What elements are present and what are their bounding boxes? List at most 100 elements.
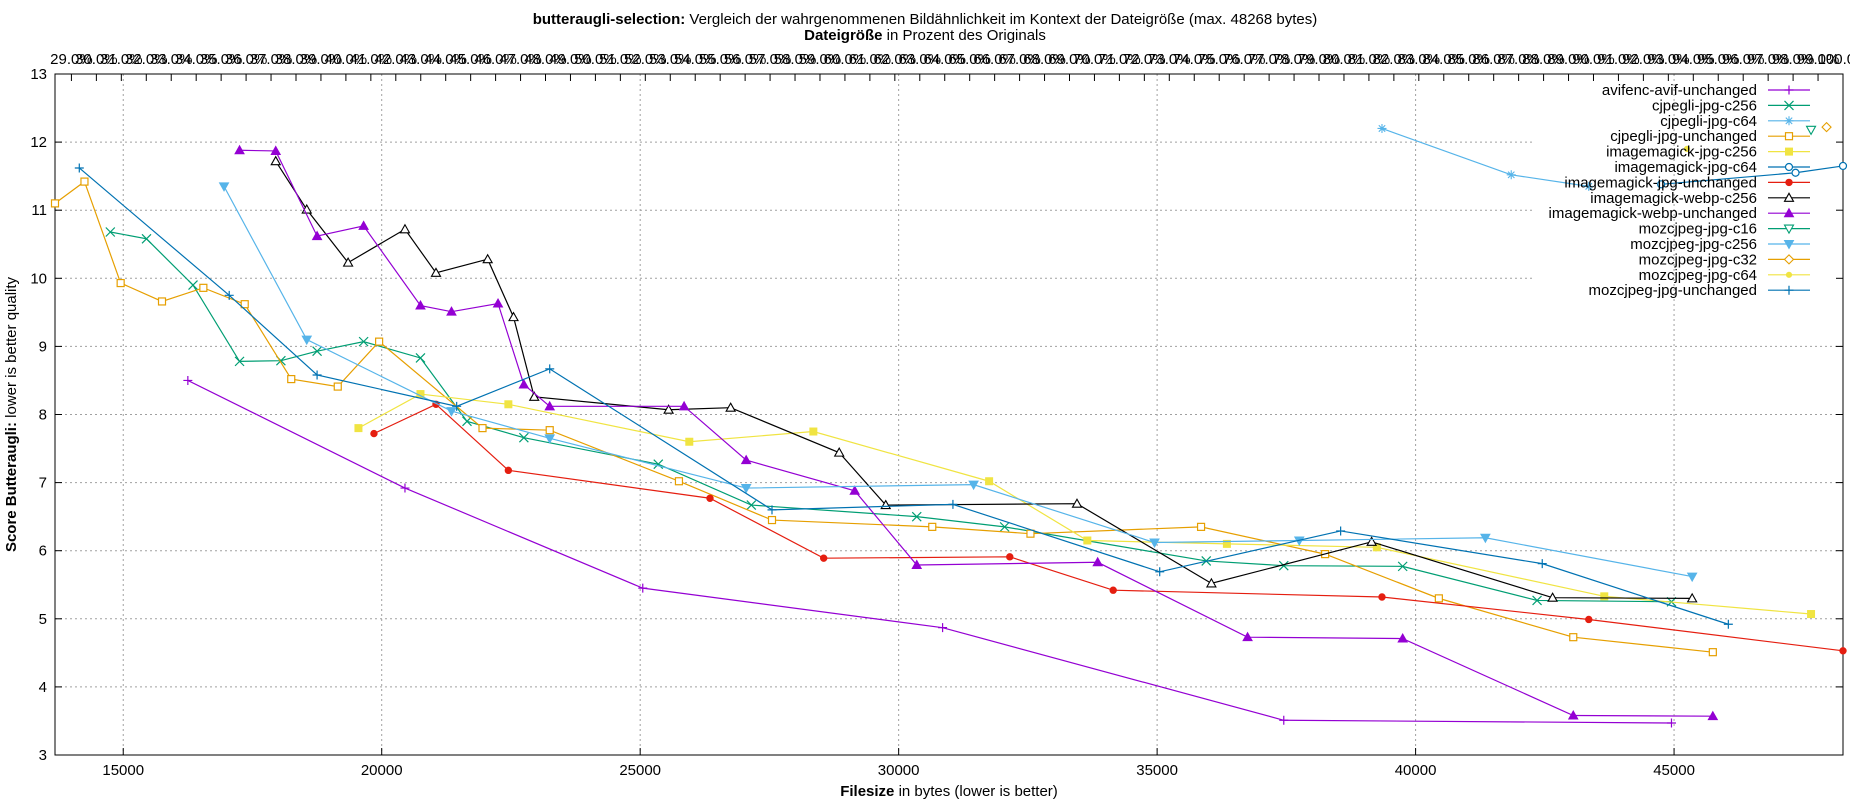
top-tick-label: 61.0% [849,51,892,68]
data-point [911,511,922,522]
data-point [678,400,690,411]
chart-title-rest: Vergleich der wahrgenommenen Bildähnlich… [685,11,1318,28]
legend-label: cjpegli-jpg-c256 [1652,97,1757,114]
data-point [518,379,530,389]
top-tick-label: 94.0% [1672,51,1715,68]
data-point [1784,116,1794,126]
top-tick-label: 95.0% [1697,51,1740,68]
data-point [948,499,958,509]
data-point [1784,85,1794,95]
top-tick-label: 57.0% [749,51,792,68]
data-point [1071,498,1083,508]
legend-item: mozcjpeg-jpg-unchanged [1589,282,1810,299]
data-point [746,500,757,510]
top-tick-label: 99.0% [1797,51,1840,68]
data-point [545,426,554,435]
data-point [1222,539,1231,548]
y-tick-label: 9 [39,338,47,355]
series-cjpegli-jpg-unchanged [50,177,1717,657]
data-point [911,559,923,570]
data-point [1686,572,1698,583]
top-tick-label: 80.0% [1323,51,1366,68]
top-tick-label: 32.0% [125,51,168,68]
grid-lines [55,74,1843,755]
data-point [1805,125,1817,136]
top-tick-label: 55.0% [699,51,742,68]
data-point [1155,567,1165,577]
top-tick-label: 30.0% [75,51,118,68]
data-point [1397,633,1409,643]
data-point [234,356,245,367]
data-point [504,400,513,409]
top-tick-label: 59.0% [799,51,842,68]
data-point [375,337,384,346]
y-tick-label: 12 [30,134,47,151]
data-point [1366,536,1378,546]
top-tick-label: 100.0% [1818,51,1850,68]
series-avifenc-avif-unchanged [183,375,1676,728]
data-point [1784,285,1794,295]
data-point [482,253,494,264]
data-point [312,370,322,380]
data-point [819,554,828,562]
top-tick-label: 69.0% [1048,51,1091,68]
data-point [1585,615,1593,624]
legend-item: imagemagick-webp-unchanged [1549,205,1810,222]
data-point [1532,595,1542,606]
top-tick-label: 73.0% [1148,51,1191,68]
y-tick-label: 8 [39,407,47,424]
top-tick-label: 75.0% [1198,51,1241,68]
data-point [767,515,777,525]
data-point [1584,181,1594,191]
top-axis-label: Dateigröße in Prozent des Originals [0,27,1850,44]
data-point [1600,592,1609,601]
legend-item: cjpegli-jpg-unchanged [1610,128,1810,145]
series-line [1381,127,1589,187]
series-cjpegli-jpg-c64 [1377,123,1594,191]
data-point [1784,132,1794,141]
data-point [809,427,818,436]
x-tick-label: 40000 [1395,762,1437,779]
top-tick-label: 43.0% [399,51,442,68]
chart-title-bold: butteraugli-selection: [532,11,686,28]
top-tick-label: 85.0% [1447,51,1490,68]
data-point [311,230,323,241]
series-line [275,160,1693,599]
legend-label: mozcjpeg-jpg-unchanged [1589,282,1757,299]
data-point [985,477,994,486]
data-point [218,182,230,192]
x-axis-label-bold: Filesize [840,783,894,800]
series-imagemagick-jpg-c64 [1657,161,1848,189]
top-tick-label: 97.0% [1747,51,1790,68]
legend-item: mozcjpeg-jpg-c256 [1630,236,1810,253]
top-tick-label: 38.0% [275,51,318,68]
data-point [234,144,245,155]
data-point [1821,121,1832,133]
data-point [504,466,513,475]
data-point [358,336,369,347]
legend-item: imagemagick-jpg-c256 [1606,144,1810,161]
data-point [1569,633,1578,642]
data-point [492,297,504,308]
legend-item: imagemagick-jpg-unchanged [1564,174,1810,191]
series-line [373,403,1844,652]
data-point [1434,594,1443,603]
x-axis-label: Filesize in bytes (lower is better) [840,783,1058,800]
legend-item: cjpegli-jpg-c256 [1652,97,1810,114]
top-tick-label: 92.0% [1622,51,1665,68]
top-tick-label: 67.0% [998,51,1041,68]
series-line [78,167,1729,625]
data-point [415,300,426,310]
data-point [1839,647,1847,655]
top-tick-label: 49.0% [549,51,592,68]
data-point [544,434,556,444]
x-tick-label: 15000 [102,762,144,779]
data-point [452,401,462,411]
data-point [767,505,777,515]
legend-item: imagemagick-jpg-c64 [1614,159,1810,176]
data-point [1785,147,1793,156]
series-line [239,149,1713,717]
data-point [663,404,675,414]
top-tick-label: 86.0% [1472,51,1515,68]
